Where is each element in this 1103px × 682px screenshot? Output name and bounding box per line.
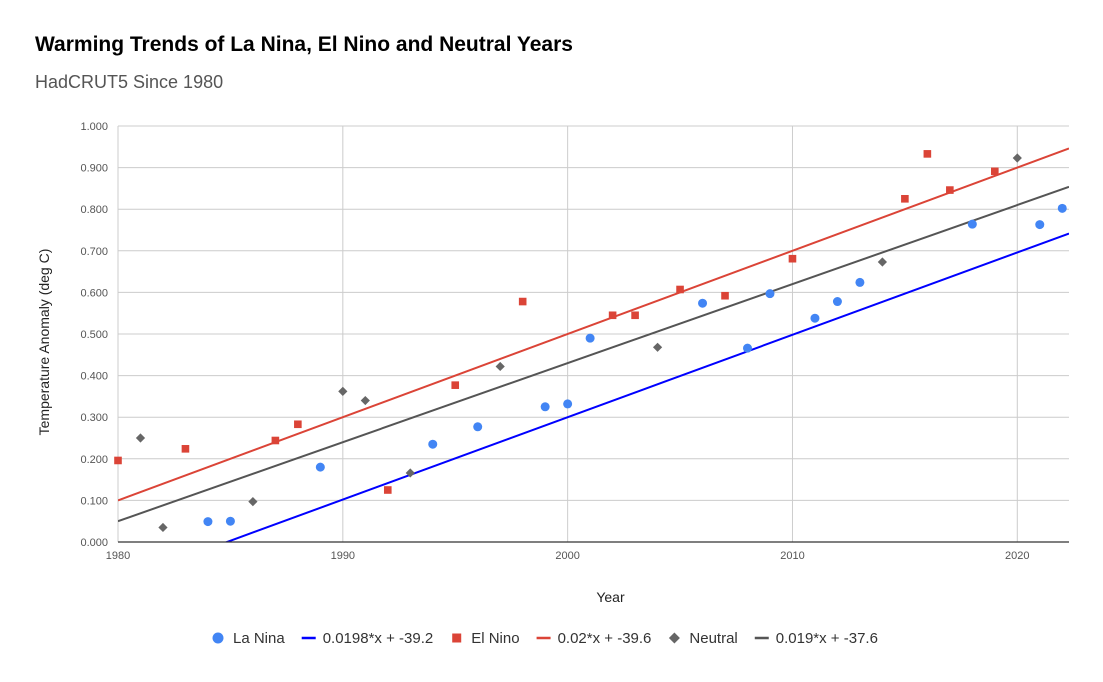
- y-axis-title: Temperature Anomaly (deg C): [36, 249, 52, 436]
- neutral-point: [135, 433, 146, 443]
- legend: La Nina 0.0198*x + -39.2 El Nino 0.02*x + -…: [212, 630, 878, 647]
- neutral-point: [877, 257, 887, 267]
- legend-circle-swatch: [212, 632, 224, 644]
- la-nina-point: [540, 402, 550, 412]
- el-nino-point: [923, 150, 932, 158]
- y-tick-label: 0.200: [80, 454, 108, 466]
- y-tick-label: 0.700: [80, 246, 108, 258]
- el-nino-point: [271, 436, 280, 445]
- la-nina-point: [765, 289, 775, 299]
- el-nino-point: [451, 381, 460, 389]
- neutral-point: [1012, 153, 1022, 163]
- y-tick-label: 0.800: [80, 204, 108, 216]
- neutral-point: [652, 342, 663, 352]
- legend-label: El Nino: [471, 630, 519, 647]
- x-tick-label: 1990: [331, 550, 355, 562]
- legend-item-0: La Nina: [212, 630, 285, 647]
- axes: 0.000 0.100 0.200 0.300 0.400 0.500 0.600 0.700…: [36, 121, 1069, 605]
- la-nina-point: [315, 462, 325, 472]
- legend-square-swatch: [452, 633, 462, 643]
- el-nino-point: [518, 297, 527, 306]
- neutral-point: [338, 386, 348, 397]
- la-nina-point: [585, 333, 595, 343]
- neutral-point: [158, 522, 168, 533]
- legend-label: 0.019*x + -37.6: [776, 630, 878, 647]
- la-nina-point: [1057, 203, 1067, 213]
- la-nina-point: [428, 439, 438, 449]
- legend-item-5: 0.019*x + -37.6: [754, 630, 878, 647]
- x-axis-title: Year: [596, 589, 625, 605]
- y-tick-label: 0.600: [80, 287, 108, 299]
- el-nino-point: [991, 167, 999, 176]
- y-tick-label: 0.900: [80, 163, 108, 175]
- el-nino-point: [608, 311, 617, 320]
- legend-label: 0.0198*x + -39.2: [323, 630, 434, 647]
- neutral-point: [360, 395, 370, 406]
- el-nino-point: [721, 291, 729, 300]
- la-nina-point: [743, 343, 753, 353]
- la-nina-point: [473, 422, 483, 432]
- trendline-0: [224, 232, 1069, 542]
- neutral-point: [248, 497, 258, 507]
- el-nino-point: [676, 285, 684, 294]
- x-tick-label: 2020: [1005, 550, 1029, 562]
- legend-label: La Nina: [233, 630, 285, 647]
- chart-title: Warming Trends of La Nina, El Nino and N…: [35, 33, 573, 56]
- x-tick-label: 2010: [780, 550, 804, 562]
- legend-label: Neutral: [689, 630, 737, 647]
- la-nina-point: [855, 277, 865, 287]
- y-tick-label: 0.500: [80, 329, 108, 341]
- trendlines: [118, 147, 1069, 542]
- la-nina-point: [810, 313, 820, 323]
- chart-subtitle: HadCRUT5 Since 1980: [35, 72, 224, 92]
- y-tick-label: 0.300: [80, 412, 108, 424]
- x-tick-label: 2000: [555, 550, 579, 562]
- legend-item-4: Neutral: [668, 630, 738, 647]
- neutral-point: [405, 468, 415, 478]
- y-tick-label: 0.000: [80, 537, 108, 549]
- la-nina-point: [1035, 220, 1045, 230]
- la-nina-point: [203, 517, 213, 527]
- data-points: [114, 150, 1067, 533]
- trendline-1: [118, 147, 1069, 502]
- el-nino-point: [946, 186, 954, 194]
- el-nino-point: [294, 420, 302, 429]
- gridlines: [117, 125, 1069, 542]
- y-tick-label: 1.000: [80, 121, 108, 133]
- el-nino-point: [114, 456, 122, 465]
- neutral-point: [495, 361, 505, 372]
- la-nina-point: [225, 516, 235, 526]
- y-tick-label: 0.100: [80, 495, 108, 507]
- el-nino-point: [631, 311, 639, 320]
- trendline-2: [118, 185, 1069, 523]
- legend-item-2: El Nino: [452, 630, 520, 647]
- la-nina-point: [563, 399, 573, 409]
- el-nino-point: [901, 195, 909, 203]
- la-nina-point: [698, 298, 708, 308]
- legend-item-1: 0.0198*x + -39.2: [301, 630, 434, 647]
- x-tick-label: 1980: [106, 550, 130, 562]
- el-nino-point: [788, 254, 797, 263]
- la-nina-point: [967, 219, 977, 229]
- legend-label: 0.02*x + -39.6: [558, 630, 652, 647]
- y-tick-label: 0.400: [80, 371, 108, 383]
- legend-diamond-swatch: [668, 632, 680, 644]
- la-nina-point: [832, 297, 842, 307]
- el-nino-point: [383, 486, 392, 494]
- legend-item-3: 0.02*x + -39.6: [536, 630, 652, 647]
- el-nino-point: [181, 445, 190, 453]
